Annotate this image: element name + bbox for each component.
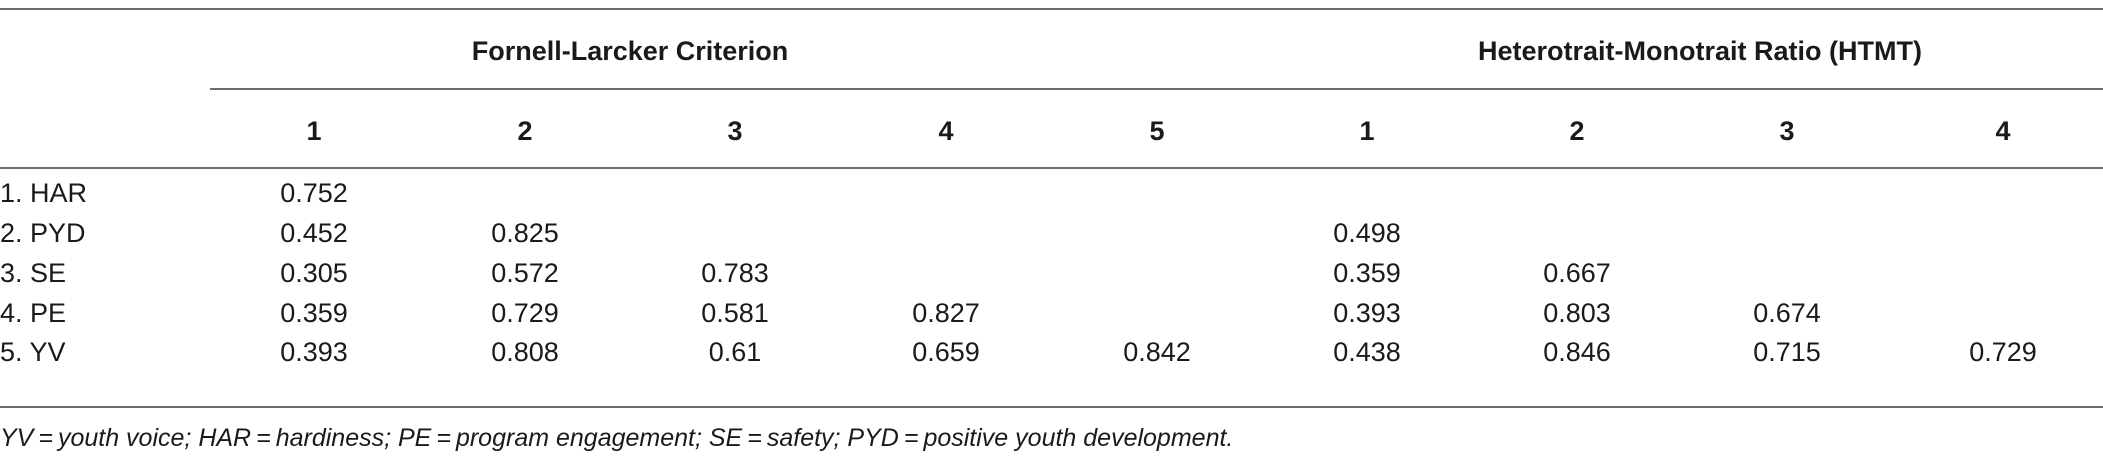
table-cell: 0.827 (912, 298, 980, 328)
table-cell: 0.452 (280, 218, 348, 248)
column-header-fl-3: 3 (727, 116, 743, 146)
table-cell: 0.783 (701, 258, 769, 288)
column-header-htmt-4: 4 (1995, 116, 2011, 146)
column-header-htmt-3: 3 (1779, 116, 1795, 146)
table-footnote: YV = youth voice; HAR = hardiness; PE = … (0, 424, 1234, 452)
group-header-fornell-larcker: Fornell-Larcker Criterion (471, 36, 789, 66)
row-label: 2. PYD (0, 218, 86, 248)
table-bottom-rule (0, 406, 2103, 408)
group-header-htmt: Heterotrait-Monotrait Ratio (HTMT) (1478, 36, 1922, 66)
table-cell: 0.393 (280, 337, 348, 367)
table-cell: 0.825 (491, 218, 559, 248)
row-label: 1. HAR (0, 178, 88, 208)
header-bottom-rule (0, 167, 2103, 169)
column-header-htmt-1: 1 (1359, 116, 1375, 146)
table-top-rule (0, 8, 2103, 10)
table-cell: 0.667 (1543, 258, 1611, 288)
table-cell: 0.438 (1333, 337, 1401, 367)
table-cell: 0.729 (491, 298, 559, 328)
table-cell: 0.674 (1753, 298, 1821, 328)
column-header-fl-5: 5 (1149, 116, 1165, 146)
table-cell: 0.659 (912, 337, 980, 367)
table-cell: 0.305 (280, 258, 348, 288)
table-cell: 0.803 (1543, 298, 1611, 328)
row-label: 5. YV (0, 337, 66, 367)
table-cell: 0.581 (701, 298, 769, 328)
table-cell: 0.572 (491, 258, 559, 288)
table-cell: 0.729 (1969, 337, 2037, 367)
table-cell: 0.61 (708, 337, 762, 367)
table-cell: 0.842 (1123, 337, 1191, 367)
group-header-rule (210, 88, 2103, 90)
column-header-fl-1: 1 (306, 116, 322, 146)
table-cell: 0.359 (280, 298, 348, 328)
table-cell: 0.752 (280, 178, 348, 208)
column-header-htmt-2: 2 (1569, 116, 1585, 146)
table-cell: 0.715 (1753, 337, 1821, 367)
table-cell: 0.846 (1543, 337, 1611, 367)
row-label: 3. SE (0, 258, 67, 288)
row-label: 4. PE (0, 298, 67, 328)
table-cell: 0.359 (1333, 258, 1401, 288)
table-cell: 0.498 (1333, 218, 1401, 248)
column-header-fl-4: 4 (938, 116, 954, 146)
column-header-fl-2: 2 (517, 116, 533, 146)
table-cell: 0.808 (491, 337, 559, 367)
table-cell: 0.393 (1333, 298, 1401, 328)
